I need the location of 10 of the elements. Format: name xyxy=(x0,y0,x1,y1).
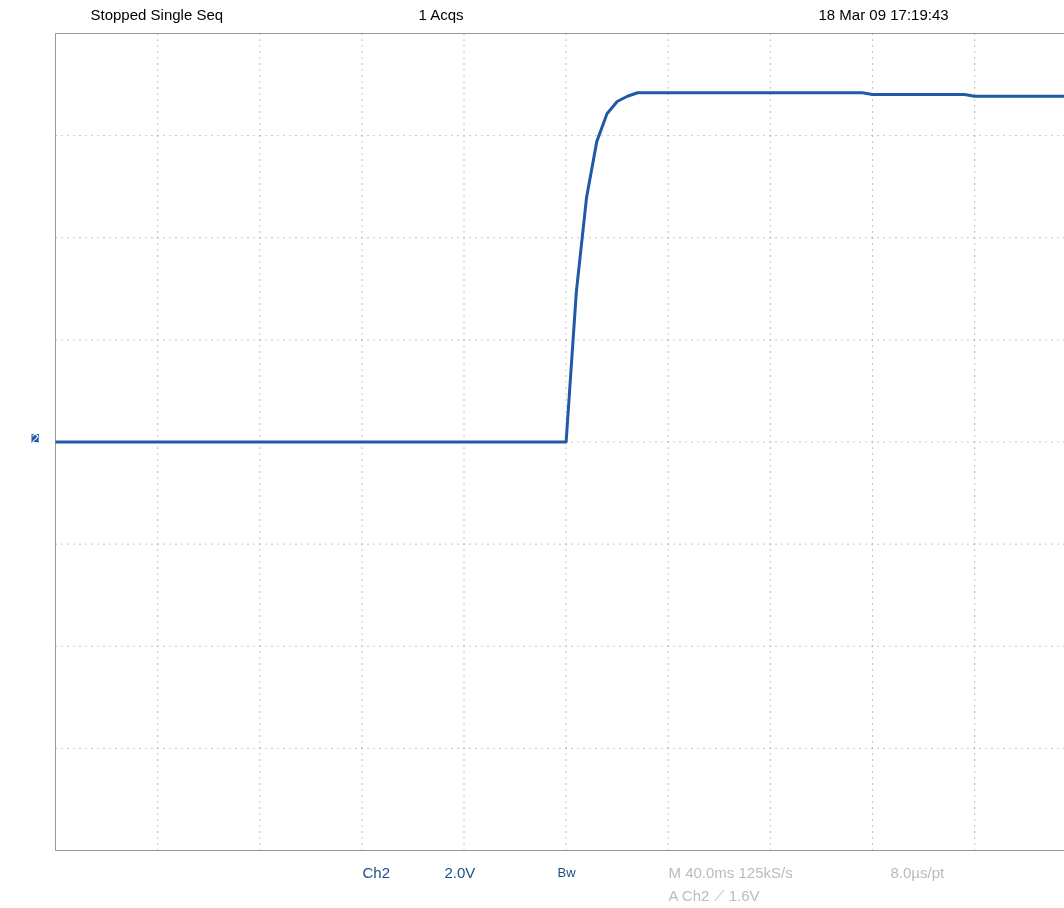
text: Bw xyxy=(557,865,577,880)
text: 2 xyxy=(31,431,39,446)
text: 1 Acqs xyxy=(418,6,464,23)
text: Ch2 xyxy=(362,864,391,881)
text: 18 Mar 09 17:19:43 xyxy=(818,6,949,23)
text: Stopped Single Seq xyxy=(90,6,224,23)
text: 8.0µs/pt xyxy=(890,864,945,881)
text: M 40.0ms 125kS/s xyxy=(668,864,793,881)
text: A Ch2 ⟋ 1.6V xyxy=(668,887,760,904)
text: 2.0V xyxy=(444,864,476,881)
